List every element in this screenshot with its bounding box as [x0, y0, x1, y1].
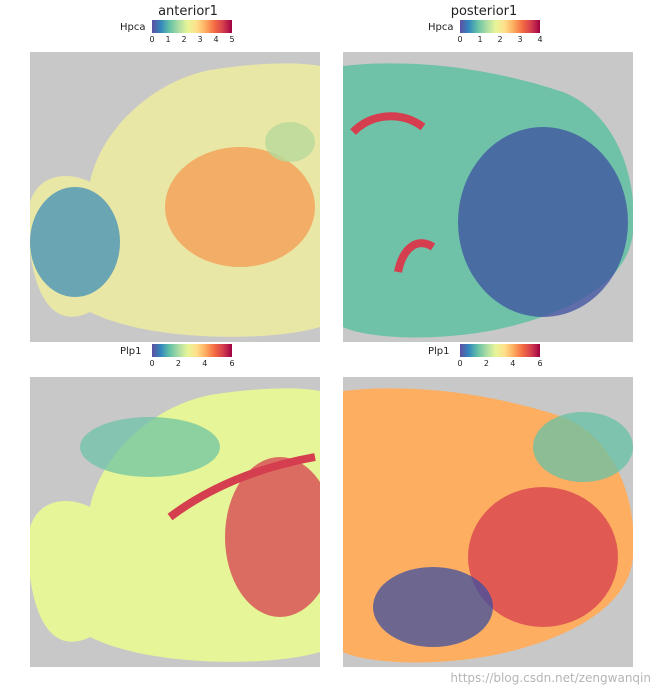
spot-image — [30, 63, 320, 337]
hippocampus-region — [165, 147, 315, 267]
tick-label: 5 — [229, 35, 235, 44]
tick-label: 6 — [537, 359, 543, 368]
colorbar-ticks: 0 1 2 3 4 — [457, 35, 543, 47]
colorbar-ticks: 0 1 2 3 4 5 — [149, 35, 235, 47]
tick-label: 1 — [165, 35, 171, 44]
spot-image — [343, 63, 633, 338]
tick-label: 4 — [510, 359, 516, 368]
cerebellum-region — [533, 412, 633, 482]
hippocampus-band — [394, 239, 436, 273]
tick-label: 1 — [477, 35, 483, 44]
cortex-region — [265, 122, 315, 162]
white-matter-tract — [167, 453, 316, 521]
tick-label: 0 — [457, 35, 463, 44]
tissue-panel-hpca-posterior — [343, 52, 633, 342]
legend-gene-label: Plp1 — [428, 346, 450, 357]
tick-label: 3 — [197, 35, 203, 44]
tick-label: 3 — [517, 35, 523, 44]
colorbar — [152, 344, 232, 357]
tissue-panel-plp1-posterior — [343, 377, 633, 667]
legend-gene-label: Hpca — [428, 22, 454, 33]
dense-low-region — [373, 567, 493, 647]
tick-label: 4 — [537, 35, 543, 44]
tick-label: 0 — [149, 359, 155, 368]
legend-plp1-anterior: Plp1 0 2 4 6 — [120, 344, 250, 378]
tick-label: 2 — [181, 35, 187, 44]
legend-gene-label: Plp1 — [120, 346, 142, 357]
legend-hpca-anterior: Hpca 0 1 2 3 4 5 — [120, 20, 250, 54]
white-matter-region — [225, 457, 320, 617]
tick-label: 4 — [213, 35, 219, 44]
cerebellum-region — [458, 127, 628, 317]
hippocampus-band — [350, 112, 426, 135]
colorbar-ticks: 0 2 4 6 — [457, 359, 543, 371]
legend-plp1-posterior: Plp1 0 2 4 6 — [428, 344, 558, 378]
legend-hpca-posterior: Hpca 0 1 2 3 4 — [428, 20, 558, 54]
spot-image — [343, 388, 633, 663]
title-anterior: anterior1 — [158, 4, 218, 19]
title-posterior: posterior1 — [450, 4, 518, 19]
tick-label: 4 — [202, 359, 208, 368]
watermark: https://blog.csdn.net/zengwanqin — [450, 671, 651, 685]
olfactory-region — [30, 187, 120, 297]
tissue-panel-plp1-anterior — [30, 377, 320, 667]
cortex-region — [80, 417, 220, 477]
colorbar — [460, 344, 540, 357]
colorbar-ticks: 0 2 4 6 — [149, 359, 235, 371]
tick-label: 6 — [229, 359, 235, 368]
tick-label: 0 — [149, 35, 155, 44]
colorbar — [460, 20, 540, 33]
tick-label: 0 — [457, 359, 463, 368]
colorbar — [152, 20, 232, 33]
tissue-panel-hpca-anterior — [30, 52, 320, 342]
tick-label: 2 — [497, 35, 503, 44]
legend-gene-label: Hpca — [120, 22, 146, 33]
spot-image — [30, 388, 320, 662]
tick-label: 2 — [483, 359, 489, 368]
brainstem-region — [468, 487, 618, 627]
tick-label: 2 — [175, 359, 181, 368]
